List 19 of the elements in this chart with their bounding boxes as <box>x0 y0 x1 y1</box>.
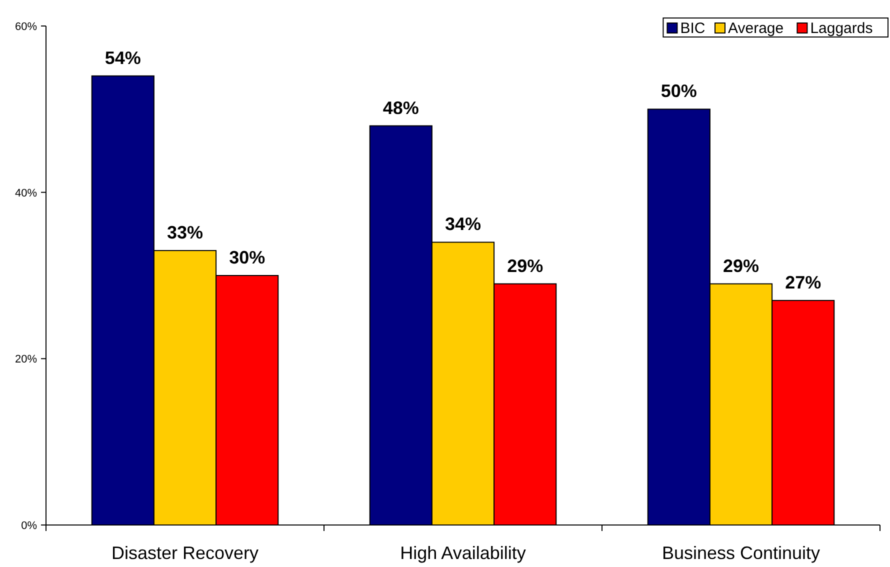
legend-label: BIC <box>680 20 706 37</box>
data-label: 33% <box>166 222 204 243</box>
data-label: 34% <box>444 214 482 234</box>
data-label: 48% <box>382 98 419 118</box>
data-label: 29% <box>507 256 544 276</box>
data-label: 27% <box>785 272 822 292</box>
legend-label: Average <box>728 20 784 37</box>
y-tick-label: 40% <box>14 187 38 200</box>
legend-label: Laggards <box>810 20 873 37</box>
data-label: 50% <box>660 81 697 102</box>
x-tick-label: Disaster Recovery <box>111 543 259 563</box>
data-label: 30% <box>229 248 266 268</box>
y-tick-label: 60% <box>14 21 38 33</box>
x-tick-label: Business Continuity <box>662 543 820 563</box>
y-tick-label: 20% <box>14 354 38 366</box>
data-label: 29% <box>722 256 760 276</box>
y-tick-label: 0% <box>21 520 38 532</box>
data-label: 54% <box>104 48 141 68</box>
x-tick-label: High Availability <box>400 543 526 563</box>
